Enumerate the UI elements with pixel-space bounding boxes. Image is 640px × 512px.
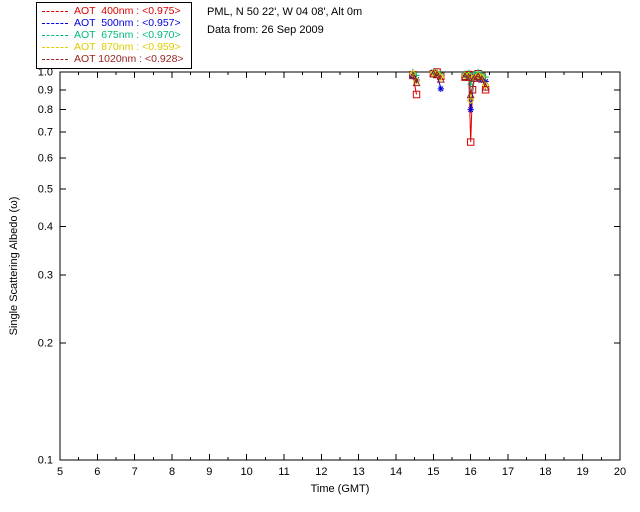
legend-line-sample xyxy=(42,34,68,36)
triangle-marker xyxy=(461,71,470,80)
diamond-marker xyxy=(412,76,421,85)
y-tick-label: 0.1 xyxy=(38,455,53,467)
y-tick-label: 0.4 xyxy=(38,221,53,233)
triangle-marker xyxy=(429,69,438,78)
legend-label: AOT 500nm : <0.957> xyxy=(74,17,181,29)
legend-label: AOT 870nm : <0.959> xyxy=(74,41,181,53)
data-series xyxy=(408,68,490,146)
diamond-marker xyxy=(408,69,417,78)
x-tick-label: 5 xyxy=(57,466,63,478)
x-tick-label: 6 xyxy=(94,466,100,478)
legend-line-sample xyxy=(42,22,68,24)
triangle-marker xyxy=(433,70,442,79)
x-tick-label: 20 xyxy=(614,466,626,478)
plot-frame xyxy=(59,71,621,461)
y-tick-label: 0.5 xyxy=(38,183,53,195)
x-tick-label: 10 xyxy=(241,466,253,478)
legend: AOT 400nm : <0.975> AOT 500nm : <0.957> AO… xyxy=(36,2,192,69)
triangle-marker xyxy=(481,82,490,91)
asterisk-marker xyxy=(437,85,444,93)
data-date: Data from: 26 Sep 2009 xyxy=(207,24,324,36)
diamond-marker xyxy=(466,96,475,105)
legend-entry-2: AOT 500nm : <0.957> xyxy=(42,17,184,29)
legend-line-sample xyxy=(42,46,68,48)
x-tick-label: 15 xyxy=(427,466,439,478)
y-tick-label: 0.9 xyxy=(38,84,53,96)
x-tick-label: 17 xyxy=(502,466,514,478)
diamond-marker xyxy=(474,71,483,80)
x-tick-label: 7 xyxy=(132,466,138,478)
x-tick-label: 13 xyxy=(353,466,365,478)
square-marker xyxy=(466,138,475,146)
legend-entry-3: AOT 675nm : <0.970> xyxy=(42,29,184,41)
y-tick-label: 0.7 xyxy=(38,127,53,139)
y-tick-label: 0.6 xyxy=(38,153,53,165)
series-line xyxy=(464,75,487,95)
station-info: PML, N 50 22', W 04 08', Alt 0m xyxy=(207,6,363,18)
y-tick-label: 0.8 xyxy=(38,104,53,116)
legend-line-sample xyxy=(42,10,68,12)
y-tick-label: 1.0 xyxy=(38,67,53,79)
y-axis-label: Single Scattering Albedo (ω) xyxy=(8,197,20,336)
x-tick-label: 16 xyxy=(465,466,477,478)
triangle-marker xyxy=(412,78,421,87)
y-tick-label: 0.2 xyxy=(38,338,53,350)
x-tick-label: 18 xyxy=(539,466,551,478)
asterisk-marker xyxy=(467,106,474,113)
triangle-marker xyxy=(436,74,445,83)
legend-label: AOT 675nm : <0.970> xyxy=(74,29,181,41)
legend-entry-1: AOT 400nm : <0.975> xyxy=(42,5,184,17)
x-tick-label: 14 xyxy=(390,466,402,478)
x-tick-label: 9 xyxy=(206,466,212,478)
legend-label: AOT 400nm : <0.975> xyxy=(74,5,181,17)
x-tick-label: 19 xyxy=(577,466,589,478)
y-tick-label: 0.3 xyxy=(38,269,53,281)
triangle-marker xyxy=(464,72,473,81)
legend-label: AOT 1020nm : <0.928> xyxy=(74,53,184,65)
legend-line-sample xyxy=(42,58,68,60)
legend-entry-4: AOT 870nm : <0.959> xyxy=(42,41,184,53)
square-marker xyxy=(412,90,421,99)
legend-entry-5: AOT 1020nm : <0.928> xyxy=(42,53,184,65)
series-aot-1020nm xyxy=(408,69,490,99)
diamond-marker xyxy=(481,81,490,90)
x-tick-label: 8 xyxy=(169,466,175,478)
axes: 5 6 7 8 9 10 11 12 13 14 15 16 17 18 19 20 0.1 0.2 0.3 0.4 0… xyxy=(38,67,626,479)
triangle-marker xyxy=(408,71,417,80)
triangle-marker xyxy=(466,90,475,99)
triangle-marker xyxy=(474,71,483,80)
x-tick-label: 12 xyxy=(315,466,327,478)
triangle-marker xyxy=(477,74,486,83)
x-axis-label: Time (GMT) xyxy=(311,483,370,495)
x-tick-label: 11 xyxy=(278,466,289,478)
